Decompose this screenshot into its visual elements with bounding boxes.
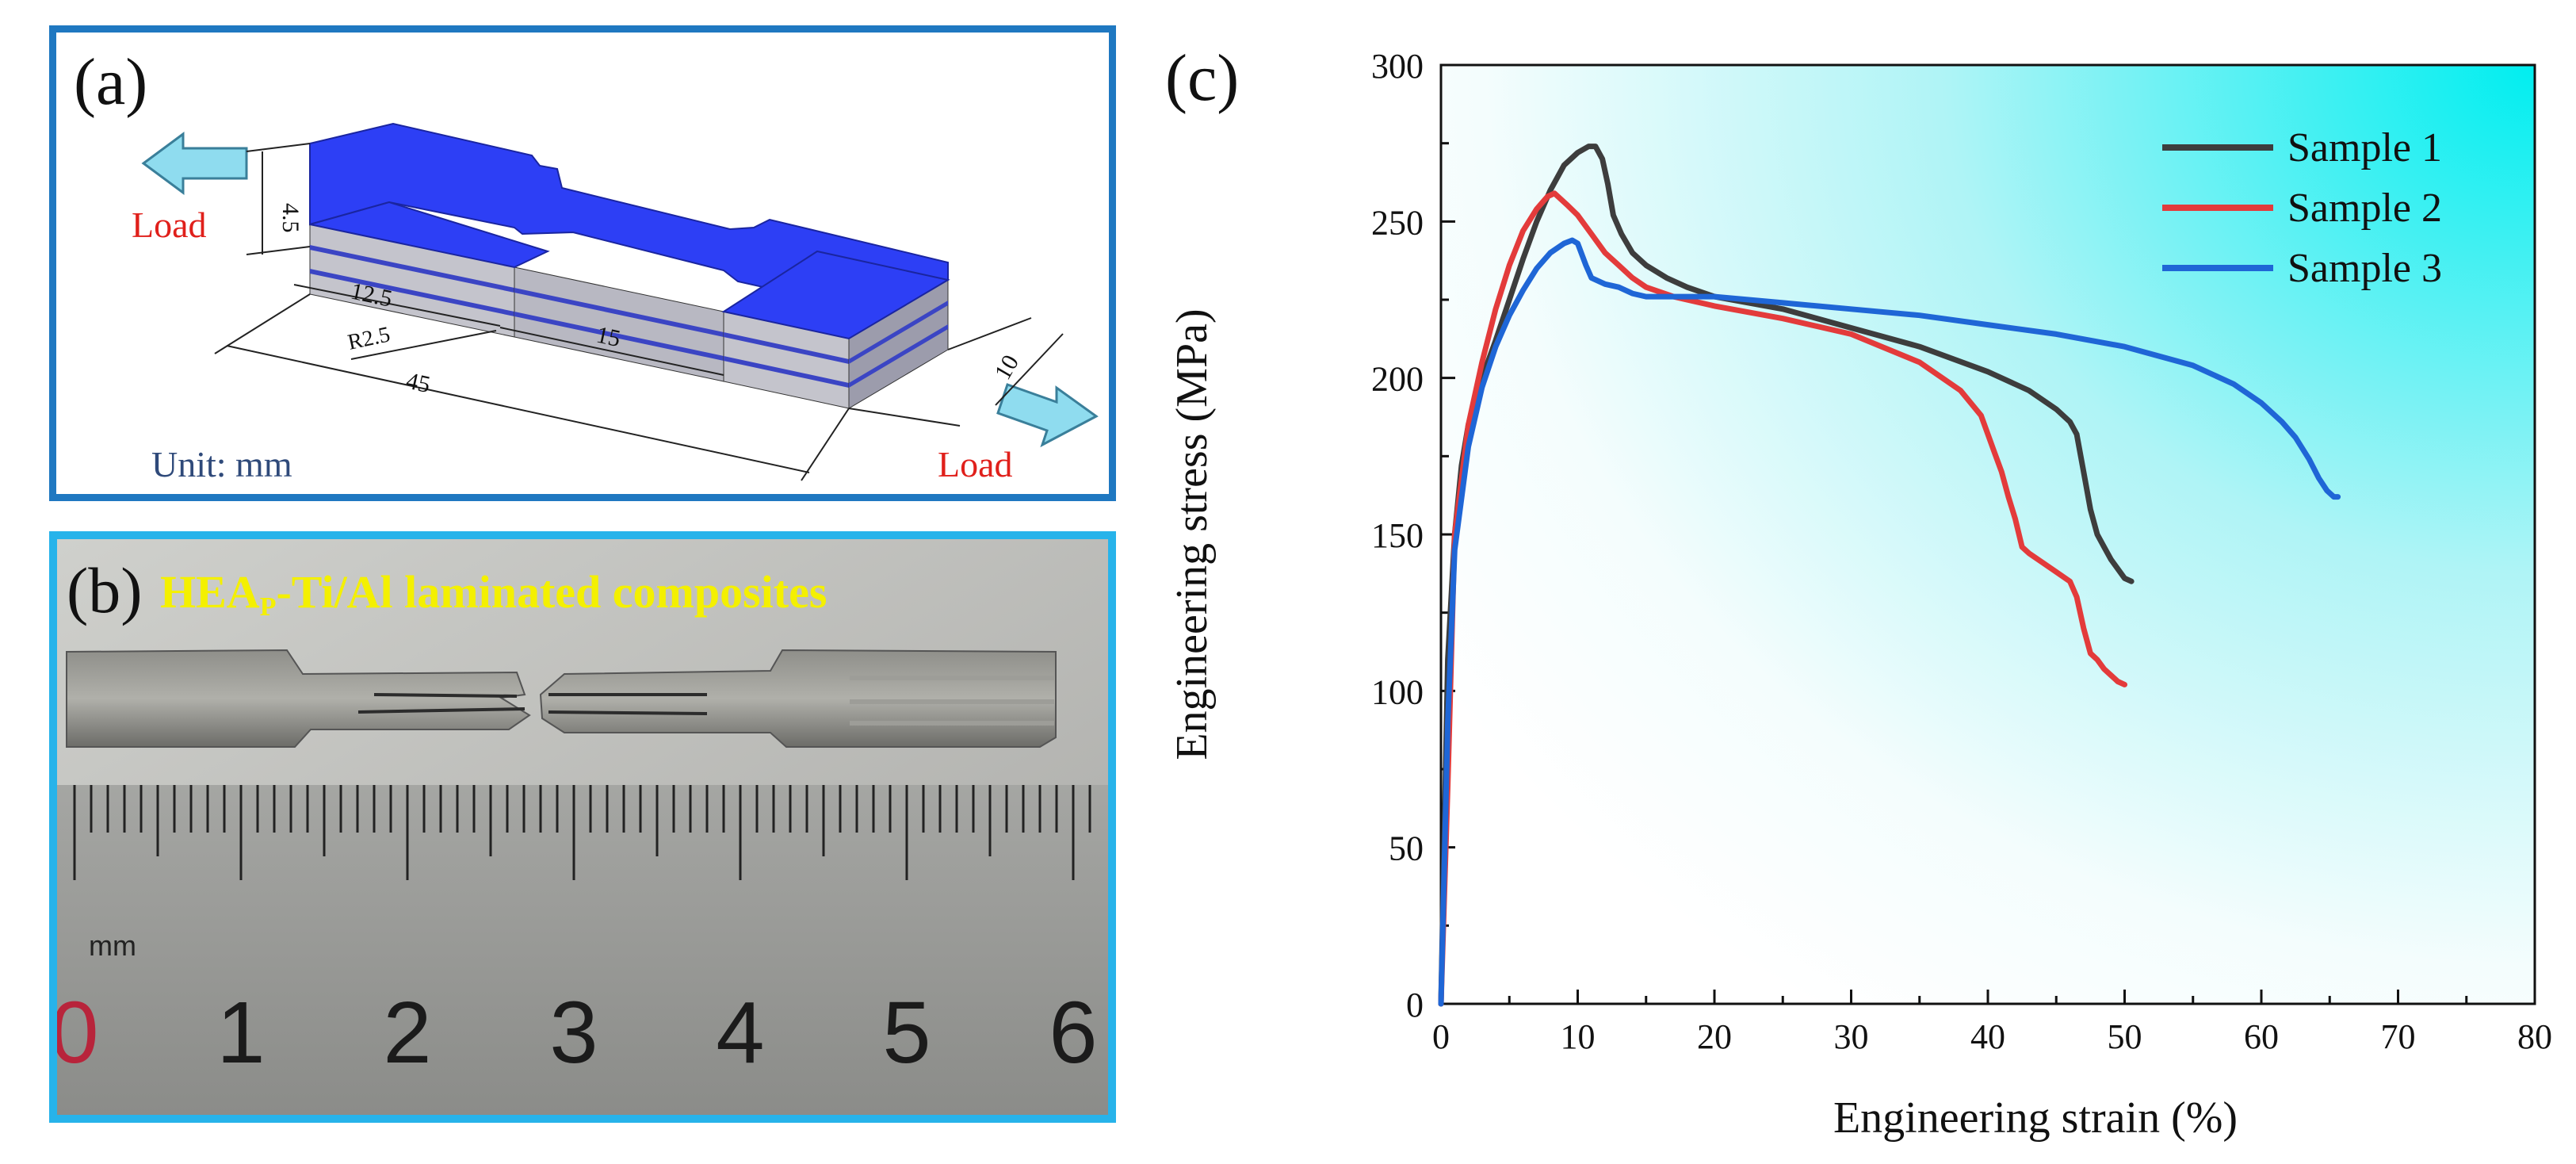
x-tick-label: 30 — [1834, 1017, 1869, 1056]
panel-c-stress-strain-chart: 0 50 100 150 200 250 300 0 10 20 30 40 50 60 70 80 Sam… — [1141, 0, 2576, 1164]
dimension-total-length: 45 — [404, 368, 433, 399]
ruler-numbers: 0 1 2 3 4 5 6 — [57, 984, 1098, 1082]
y-tick-label: 50 — [1389, 829, 1424, 868]
series-line-1 — [1438, 144, 2135, 1007]
x-tick-label: 0 — [1432, 1017, 1450, 1056]
right-load-label: Load — [938, 444, 1013, 484]
dimension-lines — [214, 143, 1064, 481]
ruler-number: 4 — [716, 984, 764, 1082]
y-axis-label: Engineering stress (MPa) — [1168, 308, 1217, 760]
dogbone-specimen — [309, 122, 950, 409]
x-tick-label: 50 — [2108, 1017, 2142, 1056]
series-line-2 — [1438, 190, 2127, 1007]
ruler-number: 0 — [57, 984, 99, 1082]
ruler-number: 6 — [1049, 984, 1097, 1082]
ruler-number: 2 — [383, 984, 431, 1082]
x-tick-label: 20 — [1697, 1017, 1732, 1056]
ruler-number: 1 — [216, 984, 265, 1082]
fractured-specimen — [66, 649, 1057, 748]
ruler-number: 3 — [549, 984, 598, 1082]
y-tick-label: 200 — [1371, 360, 1424, 399]
x-tick-label: 80 — [2517, 1017, 2552, 1056]
series-layer — [1438, 144, 2341, 1007]
x-axis-ticks: 0 10 20 30 40 50 60 70 80 — [1432, 990, 2552, 1056]
left-load-label: Load — [132, 205, 207, 245]
panel-c-label: (c) — [1165, 41, 1239, 115]
ruler-unit-label: mm — [89, 929, 136, 962]
x-tick-label: 70 — [2381, 1017, 2416, 1056]
y-tick-label: 150 — [1371, 516, 1424, 555]
panel-a-label: (a) — [74, 45, 147, 119]
ruler-number: 5 — [882, 984, 931, 1082]
panel-b-title: HEAP-Ti/Al laminated composites — [160, 566, 827, 622]
x-tick-label: 40 — [1970, 1017, 2005, 1056]
right-load-arrow-icon — [996, 383, 1099, 448]
y-tick-label: 0 — [1406, 986, 1424, 1024]
y-tick-label: 100 — [1371, 672, 1424, 711]
panel-b-photo: (b) HEAP-Ti/Al laminated composites mm 0… — [49, 531, 1116, 1123]
x-axis-label: Engineering strain (%) — [1833, 1093, 2238, 1143]
ruler: mm 0 1 2 3 4 5 6 — [57, 785, 1108, 1115]
legend-label-2: Sample 2 — [2287, 186, 2442, 231]
y-axis-ticks: 0 50 100 150 200 250 300 — [1371, 47, 1455, 1024]
x-tick-label: 10 — [1561, 1017, 1596, 1056]
legend-label-1: Sample 1 — [2287, 125, 2442, 170]
x-tick-label: 60 — [2244, 1017, 2279, 1056]
dimension-radius: R2.5 — [346, 322, 392, 354]
dimension-gauge-length: 15 — [594, 322, 623, 353]
plot-area — [1439, 63, 2536, 1005]
unit-label: Unit: mm — [151, 444, 292, 484]
left-load-arrow-icon — [141, 132, 248, 195]
legend-label-3: Sample 3 — [2287, 246, 2442, 291]
y-tick-label: 300 — [1371, 47, 1424, 86]
legend: Sample 1 Sample 2 Sample 3 — [2162, 125, 2442, 291]
y-tick-label: 250 — [1371, 203, 1424, 242]
series-line-3 — [1438, 237, 2341, 1007]
dimension-width: 10 — [989, 350, 1024, 384]
dimension-thickness: 4.5 — [277, 203, 304, 233]
panel-b-label: (b) — [67, 554, 143, 626]
panel-a-specimen-drawing: (a) Load Load — [49, 25, 1116, 501]
